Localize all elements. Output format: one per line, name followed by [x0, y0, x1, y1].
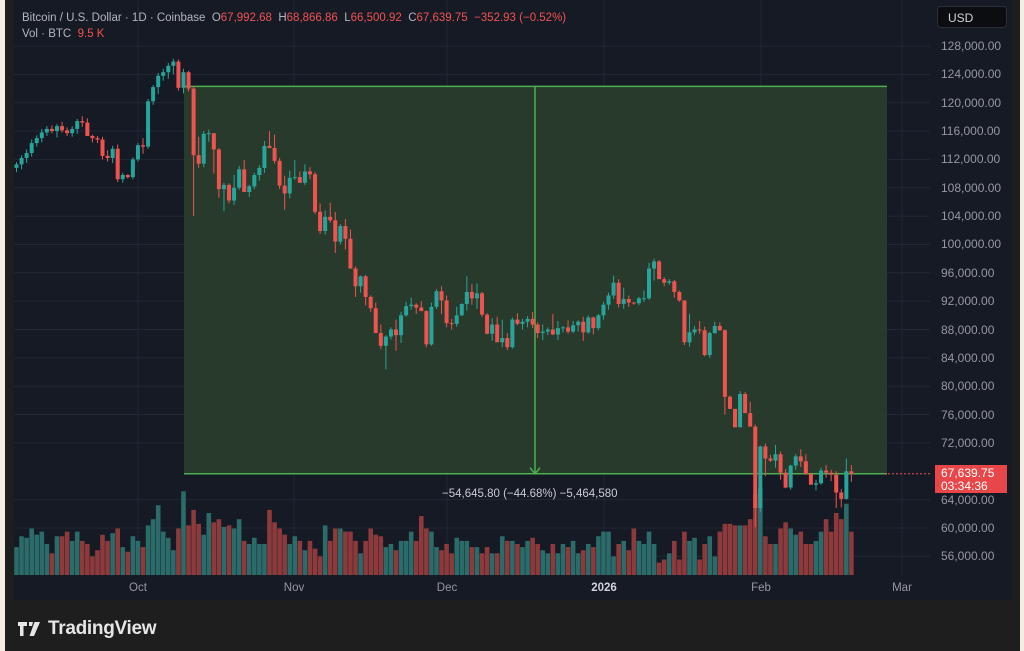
price-axis-tick: 128,000.00	[941, 39, 1002, 53]
time-axis-tick: Oct	[129, 582, 147, 594]
high-value: 68,866.86	[286, 12, 338, 24]
price-axis-tick: 108,000.00	[941, 180, 1002, 195]
time-axis-tick: Nov	[283, 582, 305, 594]
price-axis-tick: 112,000.00	[941, 152, 1001, 167]
price-axis-tick: 92,000.00	[941, 294, 995, 309]
tradingview-logo-icon	[18, 622, 40, 636]
last-price-label: 67,639.75 03:34:36	[935, 465, 1007, 493]
time-axis-tick: Mar	[892, 582, 912, 594]
last-price: 67,639.75	[941, 466, 995, 480]
close-label: C	[408, 12, 417, 24]
time-axis-tick: 2026	[591, 582, 617, 594]
price-axis-tick: 72,000.00	[941, 435, 995, 450]
low-label: L	[344, 12, 351, 24]
symbol-legend: Bitcoin / U.S. Dollar · 1D · Coinbase O6…	[22, 10, 566, 42]
low-value: 66,500.92	[350, 12, 402, 24]
time-axis-tick: Dec	[436, 582, 458, 594]
price-axis-tick: 96,000.00	[941, 265, 995, 280]
price-axis-tick: 124,000.00	[941, 67, 1002, 82]
high-label: H	[278, 12, 287, 24]
price-axis-tick: 84,000.00	[941, 350, 995, 365]
volume-label: Vol · BTC	[22, 28, 72, 40]
brand-name: TradingView	[48, 618, 157, 639]
price-axis-tick: 104,000.00	[941, 209, 1002, 224]
open-value: 67,992.68	[220, 12, 272, 24]
price-axis-tick: 88,000.00	[941, 322, 995, 337]
symbol-title[interactable]: Bitcoin / U.S. Dollar · 1D · Coinbase	[22, 12, 206, 24]
price-axis-tick: 80,000.00	[941, 379, 995, 394]
price-axis-tick: 64,000.00	[941, 492, 995, 507]
price-axis-tick: 116,000.00	[941, 124, 1001, 139]
time-axis-tick: Feb	[751, 582, 771, 594]
price-axis-tick: 76,000.00	[941, 407, 995, 422]
tradingview-logo: TradingView	[18, 618, 157, 640]
open-label: O	[211, 12, 221, 24]
price-axis-tick: 100,000.00	[941, 237, 1002, 252]
price-axis-tick: 60,000.00	[941, 520, 995, 535]
volume-value: 9.5 K	[77, 28, 105, 40]
change-value: −352.93 (−0.52%)	[474, 12, 567, 24]
close-value: 67,639.75	[416, 12, 468, 24]
price-axis-tick: 56,000.00	[941, 549, 995, 564]
currency-button[interactable]: USD	[937, 6, 1007, 28]
bar-countdown: 03:34:36	[941, 479, 988, 493]
price-axis-tick: 120,000.00	[941, 95, 1002, 110]
measure-result-label: −54,645.80 (−44.68%) −5,464,580	[442, 488, 618, 500]
